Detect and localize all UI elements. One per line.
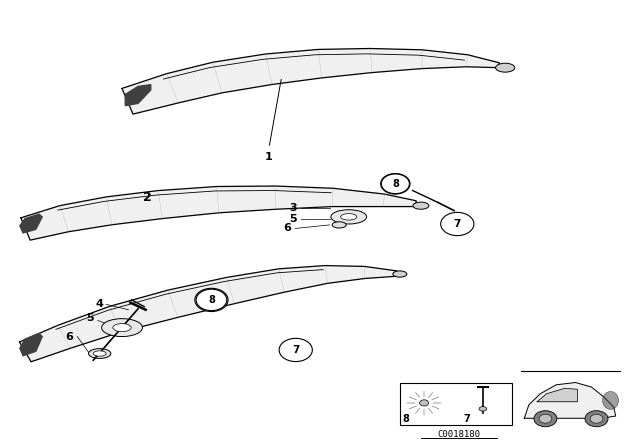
Text: C0018180: C0018180: [437, 430, 481, 439]
Text: 3: 3: [289, 203, 297, 213]
Circle shape: [585, 411, 608, 427]
Ellipse shape: [479, 407, 486, 411]
Polygon shape: [20, 214, 42, 233]
Ellipse shape: [331, 210, 367, 224]
Ellipse shape: [420, 400, 429, 406]
Ellipse shape: [332, 222, 346, 228]
Circle shape: [381, 174, 410, 194]
Polygon shape: [524, 383, 616, 418]
Bar: [400, 383, 511, 425]
Circle shape: [279, 338, 312, 362]
Ellipse shape: [88, 349, 111, 358]
Ellipse shape: [195, 289, 228, 311]
Text: 5: 5: [289, 214, 297, 224]
Ellipse shape: [393, 271, 407, 277]
Text: 7: 7: [292, 345, 300, 355]
Circle shape: [539, 414, 552, 423]
Ellipse shape: [413, 202, 429, 209]
Circle shape: [590, 414, 603, 423]
Ellipse shape: [603, 392, 618, 409]
Text: 2: 2: [143, 191, 152, 204]
Text: 1: 1: [265, 152, 273, 162]
Circle shape: [534, 411, 557, 427]
Ellipse shape: [102, 319, 143, 336]
Polygon shape: [122, 48, 499, 114]
Text: 7: 7: [454, 219, 461, 229]
Text: 5: 5: [86, 313, 94, 323]
Ellipse shape: [93, 351, 106, 356]
Text: 6: 6: [283, 224, 291, 233]
Ellipse shape: [381, 173, 410, 194]
Text: 7: 7: [463, 414, 470, 424]
Ellipse shape: [207, 297, 216, 303]
Text: 6: 6: [66, 332, 74, 341]
Ellipse shape: [113, 323, 131, 332]
Ellipse shape: [406, 390, 442, 415]
Ellipse shape: [495, 63, 515, 72]
Polygon shape: [19, 266, 397, 362]
Text: 4: 4: [96, 299, 104, 310]
Circle shape: [196, 289, 227, 310]
Text: 8: 8: [208, 295, 215, 305]
Ellipse shape: [392, 181, 399, 186]
Polygon shape: [21, 186, 416, 240]
Text: 8: 8: [392, 179, 399, 189]
Polygon shape: [20, 333, 42, 356]
Text: 8: 8: [403, 414, 410, 424]
Polygon shape: [125, 85, 151, 106]
Polygon shape: [537, 388, 577, 402]
Ellipse shape: [340, 214, 356, 220]
Circle shape: [441, 212, 474, 236]
